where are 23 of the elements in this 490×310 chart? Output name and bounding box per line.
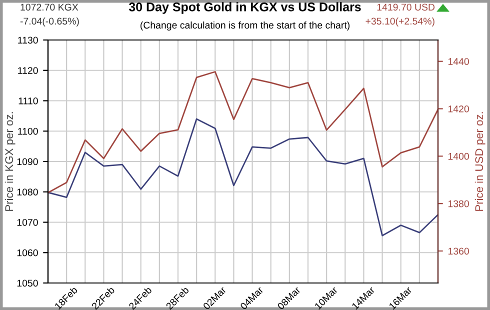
y2-tick-label: 1420 (448, 105, 469, 112)
y-tick-label: 1130 (18, 36, 38, 44)
y2-tick-label: 1400 (448, 152, 469, 160)
text: -7.04(-0.65%) (20, 17, 79, 27)
y-tick-label: 1080 (17, 188, 38, 196)
y-tick-label: 1090 (17, 158, 38, 166)
text: +35.10(+2.54%) (366, 17, 434, 27)
y-tick-label: 1050 (17, 280, 38, 287)
y-tick-label: 1060 (17, 249, 38, 256)
line-series (48, 118, 438, 236)
y2-tick-label: 1440 (448, 58, 469, 65)
chart-subtitle: (Change calculation is from the start of the chart) (140, 21, 350, 31)
text: 1419.70 USD (377, 4, 435, 11)
y2-axis-title: Price in USD per oz. (474, 112, 486, 211)
y2-tick-label: 1380 (448, 200, 469, 208)
y-tick-label: 1070 (17, 218, 38, 226)
chart-title: 30 Day Spot Gold in KGX vs US Dollars (128, 2, 361, 14)
y2-tick-label: 1360 (448, 248, 469, 255)
y-axis-title: Price in KGX per oz. (4, 112, 16, 211)
text: 1072.70 KGX (20, 4, 78, 11)
y-tick-label: 1100 (18, 128, 38, 135)
y-tick-label: 1120 (18, 67, 38, 74)
y-tick-label: 1110 (18, 97, 38, 104)
